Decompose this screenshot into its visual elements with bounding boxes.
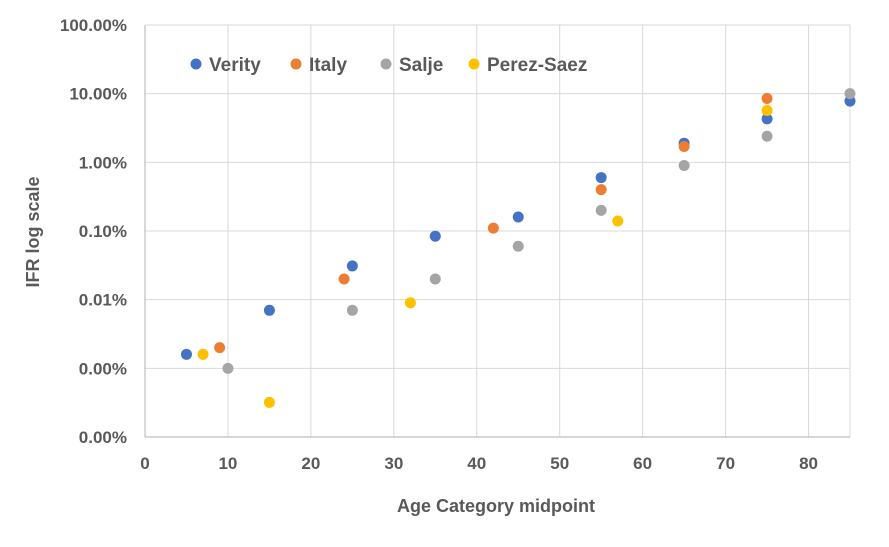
y-axis-title: IFR log scale: [23, 176, 43, 287]
x-tick-label: 40: [467, 454, 486, 473]
y-tick-label: 100.00%: [60, 16, 127, 35]
legend-marker-perez-saez: [468, 58, 480, 70]
plot-frame: [144, 25, 850, 438]
point-italy: [678, 141, 690, 153]
legend-marker-verity: [190, 58, 202, 70]
x-tick-label: 70: [716, 454, 735, 473]
y-tick-label: 0.00%: [79, 428, 127, 447]
point-perez-saez: [612, 215, 624, 227]
point-salje: [761, 130, 773, 142]
legend-label-verity: Verity: [209, 55, 261, 76]
x-tick-label: 20: [301, 454, 320, 473]
x-axis-title: Age Category midpoint: [397, 496, 595, 516]
point-italy: [761, 93, 773, 105]
y-tick-label: 10.00%: [69, 85, 127, 104]
legend-marker-italy: [290, 58, 302, 70]
point-verity: [180, 348, 192, 360]
point-salje: [222, 362, 234, 374]
x-tick-label: 50: [550, 454, 569, 473]
point-verity: [346, 260, 358, 272]
legend-label-perez-saez: Perez-Saez: [487, 55, 587, 76]
legend-label-italy: Italy: [309, 55, 347, 76]
point-verity: [263, 304, 275, 316]
y-tick-label: 0.01%: [79, 291, 127, 310]
point-verity: [761, 113, 773, 125]
point-italy: [595, 184, 607, 196]
point-perez-saez: [404, 297, 416, 309]
legend: Verity Italy Salje Perez-Saez: [190, 55, 587, 76]
point-salje: [429, 273, 441, 285]
point-salje: [595, 204, 607, 216]
point-perez-saez: [761, 104, 773, 116]
point-verity: [429, 230, 441, 242]
point-perez-saez: [197, 348, 209, 360]
x-tick-label: 10: [218, 454, 237, 473]
point-verity: [512, 211, 524, 223]
legend-marker-salje: [380, 58, 392, 70]
x-tick-label: 0: [140, 454, 149, 473]
point-italy: [338, 273, 350, 285]
point-perez-saez: [263, 396, 275, 408]
point-italy: [214, 342, 226, 354]
gridlines: [144, 24, 851, 438]
data-points: [180, 88, 856, 408]
point-salje: [512, 240, 524, 252]
y-tick-label: 0.10%: [79, 222, 127, 241]
y-axis-ticks: 0.00% 0.00% 0.01% 0.10% 1.00% 10.00% 100.00%: [60, 16, 127, 447]
point-verity: [595, 172, 607, 184]
point-italy: [487, 222, 499, 234]
point-salje: [844, 88, 856, 100]
x-tick-label: 80: [799, 454, 818, 473]
x-tick-label: 30: [384, 454, 403, 473]
point-salje: [346, 304, 358, 316]
x-tick-label: 60: [633, 454, 652, 473]
x-axis-ticks: 0 10 20 30 40 50 60 70 80: [140, 454, 818, 473]
legend-label-salje: Salje: [399, 55, 443, 76]
point-salje: [678, 159, 690, 171]
y-tick-label: 0.00%: [79, 359, 127, 378]
y-tick-label: 1.00%: [79, 153, 127, 172]
